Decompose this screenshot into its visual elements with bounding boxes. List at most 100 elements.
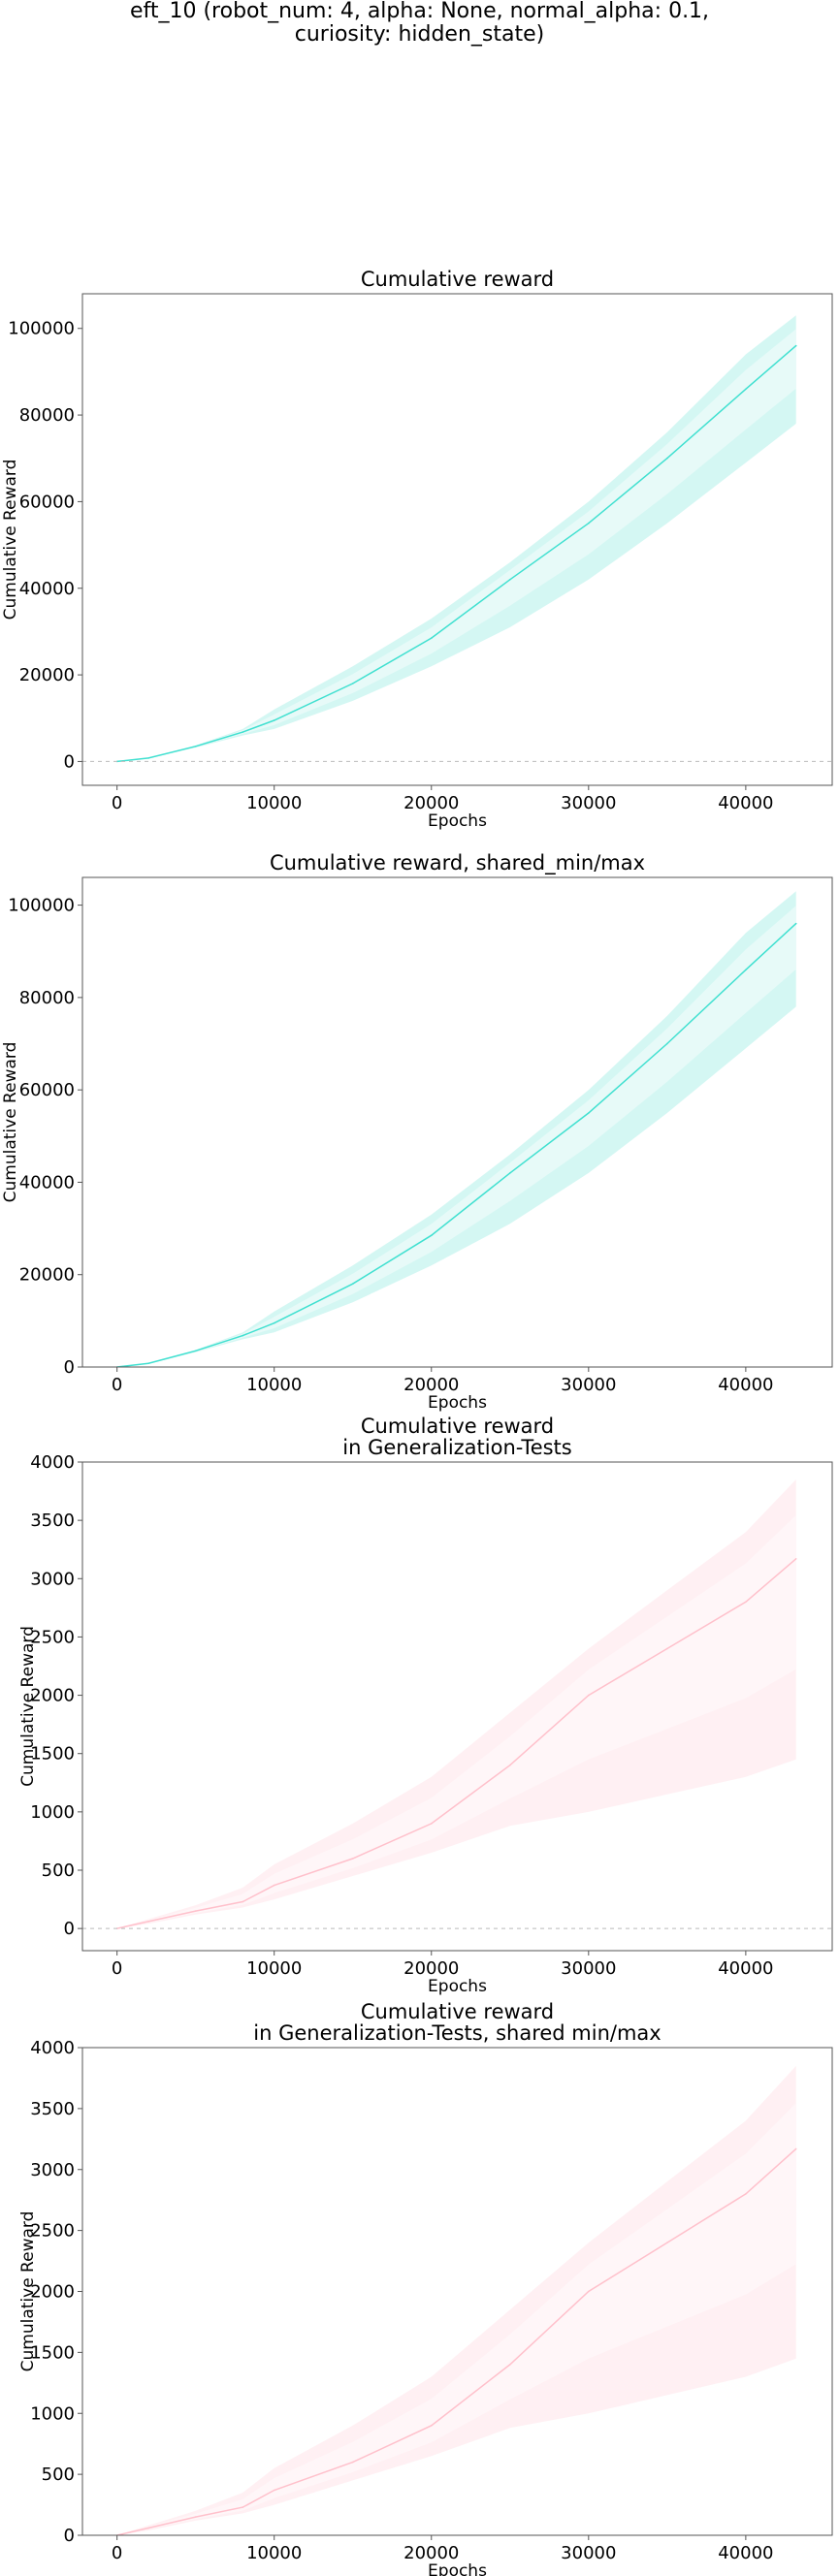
mean-point — [242, 1334, 244, 1337]
y-tick-label: 60000 — [19, 492, 75, 512]
y-tick-label: 2000 — [30, 2282, 75, 2303]
min-max-band — [116, 891, 796, 1367]
x-tick-label: 10000 — [246, 1958, 302, 1979]
y-axis-label: Cumulative Reward — [18, 2211, 38, 2372]
mean-point — [794, 344, 797, 347]
mean-point — [194, 1910, 197, 1912]
chart-title: Cumulative reward — [361, 1415, 554, 1438]
y-tick-label: 20000 — [19, 1265, 75, 1286]
chart-1: Cumulative reward 0 10000 20000 30000 40000 0 2… — [1, 268, 833, 831]
y-tick-label: 2000 — [30, 1686, 75, 1706]
mean-point — [273, 1321, 275, 1324]
axes-frame — [81, 293, 833, 786]
y-tick-label: 100000 — [8, 319, 75, 339]
plot-area — [115, 891, 797, 1367]
chart-title: Cumulative reward — [361, 268, 554, 291]
mean-point — [147, 1362, 149, 1364]
y-tick-label: 20000 — [19, 665, 75, 685]
x-tick-label: 20000 — [403, 1958, 459, 1979]
y-tick-label: 0 — [64, 751, 75, 772]
mean-point — [745, 388, 747, 391]
mean-point — [147, 1921, 149, 1923]
y-tick-label: 80000 — [19, 988, 75, 1008]
mean-point — [194, 2516, 197, 2518]
y-tick-label: 4000 — [30, 1452, 75, 1473]
y-tick-label: 40000 — [19, 1172, 75, 1193]
x-tick-label: 40000 — [718, 1958, 773, 1979]
mean-point — [194, 746, 197, 747]
mean-point — [509, 1764, 511, 1766]
mean-point — [431, 2425, 433, 2427]
axes-frame — [81, 1461, 833, 1952]
y-tick-label: 500 — [42, 2465, 75, 2485]
mean-point — [273, 719, 275, 721]
mean-point — [745, 2193, 747, 2195]
mean-line — [116, 345, 797, 763]
x-tick-label: 30000 — [561, 2543, 616, 2563]
mean-point — [745, 1601, 747, 1604]
mean-point — [431, 637, 433, 639]
y-tick-label: 100000 — [8, 896, 75, 916]
y-tick-label: 2500 — [30, 2221, 75, 2242]
x-axis-label: Epochs — [428, 1977, 487, 1996]
y-tick-label: 3500 — [30, 1511, 75, 1531]
mean-point — [509, 2364, 511, 2366]
mean-point — [242, 1900, 244, 1903]
mean-point — [588, 1112, 590, 1114]
mean-line — [116, 923, 797, 1367]
chart-title: Cumulative reward, shared_min/max — [270, 851, 645, 875]
mean-point — [509, 1172, 511, 1174]
mean-point — [351, 1283, 354, 1285]
y-tick-label: 1000 — [30, 2403, 75, 2424]
std-band — [116, 1514, 796, 1929]
figure-title: eft_10 (robot_num: 4, alpha: None, norma… — [0, 0, 839, 47]
mean-point — [351, 1858, 354, 1860]
mean-point — [147, 2527, 149, 2529]
y-tick-label: 2500 — [30, 1627, 75, 1647]
min-max-band — [116, 315, 796, 762]
y-axis-label: Cumulative Reward — [1, 460, 20, 620]
mean-line — [116, 2147, 797, 2535]
mean-point — [147, 757, 149, 759]
mean-point — [666, 1647, 668, 1650]
mean-point — [666, 457, 668, 460]
x-tick-label: 40000 — [718, 2543, 773, 2563]
x-tick-label: 30000 — [561, 1375, 616, 1395]
y-tick-label: 500 — [42, 1860, 75, 1881]
chart-2: Cumulative reward, shared_min/max 0 10000 2… — [1, 851, 833, 1413]
chart-title: in Generalization-Tests — [342, 1436, 571, 1459]
std-band — [116, 2103, 796, 2535]
y-tick-label: 0 — [64, 1357, 75, 1378]
x-tick-label: 20000 — [403, 793, 459, 813]
x-tick-label: 10000 — [246, 2543, 302, 2563]
mean-point — [794, 922, 797, 925]
mean-point — [588, 1694, 590, 1697]
x-axis-label: Epochs — [428, 1393, 487, 1413]
plot-area — [82, 1479, 832, 1929]
y-tick-label: 1500 — [30, 2342, 75, 2363]
mean-point — [509, 579, 511, 581]
mean-point — [666, 1042, 668, 1045]
mean-point — [194, 1350, 197, 1352]
x-tick-label: 10000 — [246, 793, 302, 813]
std-band — [116, 906, 796, 1367]
axes-frame — [81, 876, 833, 1368]
y-tick-label: 60000 — [19, 1080, 75, 1100]
x-axis-label: Epochs — [428, 2561, 487, 2576]
figure-title-line-2: curiosity: hidden_state) — [294, 22, 545, 47]
mean-point — [794, 2147, 797, 2150]
x-tick-label: 20000 — [403, 2543, 459, 2563]
mean-point — [431, 1823, 433, 1825]
mean-point — [242, 2506, 244, 2508]
chart-title: in Generalization-Tests, shared min/max — [253, 2021, 661, 2045]
x-tick-label: 0 — [112, 793, 122, 813]
y-tick-label: 3000 — [30, 1569, 75, 1589]
y-tick-label: 1500 — [30, 1744, 75, 1765]
x-tick-label: 30000 — [561, 793, 616, 813]
y-tick-label: 0 — [64, 1919, 75, 1939]
y-tick-label: 4000 — [30, 2038, 75, 2058]
